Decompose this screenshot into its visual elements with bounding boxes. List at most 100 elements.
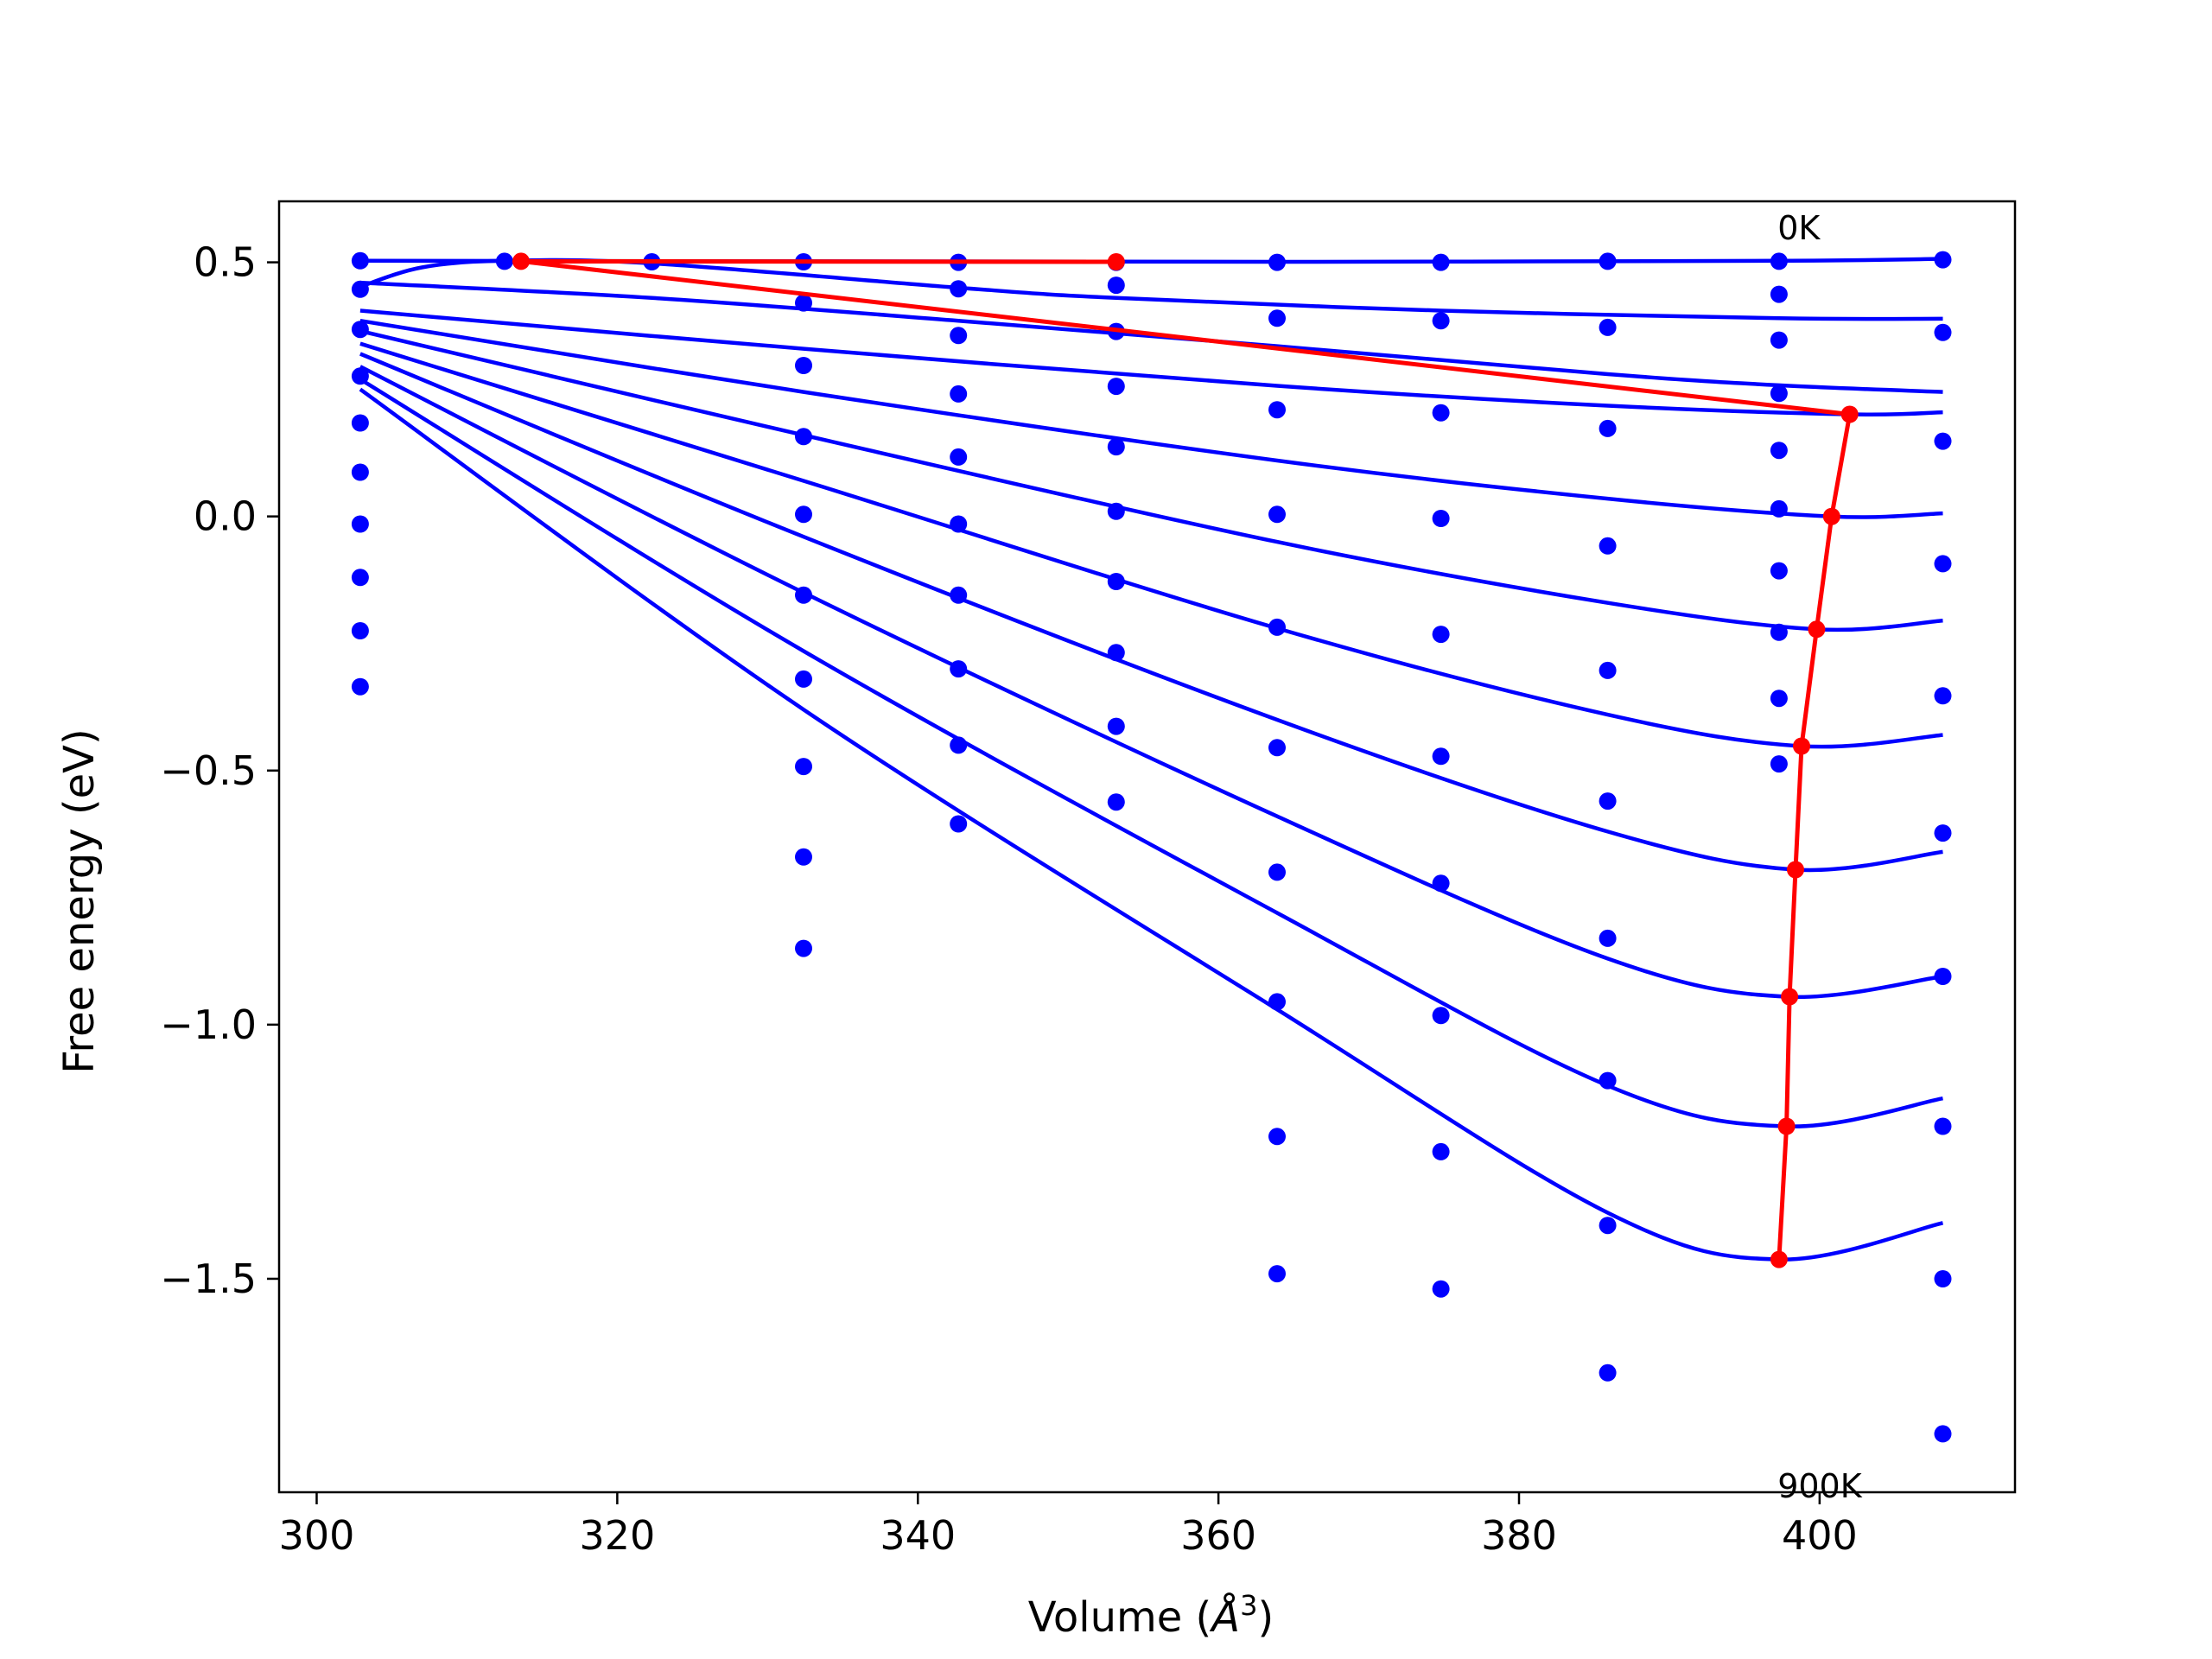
data-point-91 xyxy=(1934,1425,1952,1443)
data-point-18 xyxy=(795,670,812,688)
x-axis-label-unit: Å xyxy=(1209,1592,1240,1642)
data-point-19 xyxy=(795,758,812,776)
fit-curve-9 xyxy=(359,377,1943,1128)
data-point-15 xyxy=(795,428,812,446)
data-point-85 xyxy=(1934,555,1952,573)
x-axis-label-main: Volume ( xyxy=(1028,1593,1212,1642)
data-point-89 xyxy=(1934,1117,1952,1135)
data-point-90 xyxy=(1934,1270,1952,1287)
data-point-53 xyxy=(1432,312,1450,330)
data-point-60 xyxy=(1432,1142,1450,1160)
data-point-51 xyxy=(1268,1265,1286,1283)
data-point-70 xyxy=(1599,1217,1617,1235)
minimum-point-5 xyxy=(1793,737,1810,755)
data-point-40 xyxy=(1107,717,1125,735)
data-point-87 xyxy=(1934,824,1952,842)
x-axis-ticks: 300 320 340 360 380 400 xyxy=(279,1492,1858,1559)
data-point-49 xyxy=(1268,993,1286,1011)
data-point-2 xyxy=(351,321,369,339)
x-tick-label-1: 320 xyxy=(579,1512,655,1559)
data-point-72 xyxy=(1770,252,1788,270)
data-point-41 xyxy=(1107,793,1125,811)
data-point-36 xyxy=(1107,438,1125,456)
y-tick-label-2: −0.5 xyxy=(160,747,257,794)
data-point-42 xyxy=(1268,253,1286,271)
data-point-26 xyxy=(950,448,968,466)
data-point-83 xyxy=(1934,323,1952,341)
data-point-17 xyxy=(795,586,812,604)
minimum-point-9 xyxy=(1770,1250,1788,1268)
data-point-78 xyxy=(1770,562,1788,580)
data-point-76 xyxy=(1770,442,1788,460)
data-point-77 xyxy=(1770,499,1788,518)
data-point-47 xyxy=(1268,739,1286,757)
data-point-9 xyxy=(351,677,369,696)
minimum-point-1 xyxy=(512,252,530,270)
annotation-0: 0K xyxy=(1777,209,1821,247)
data-point-30 xyxy=(950,736,968,754)
data-point-57 xyxy=(1432,747,1450,766)
data-point-8 xyxy=(351,622,369,639)
y-axis-label: Free energy (eV) xyxy=(55,728,104,1073)
fit-curve-4 xyxy=(359,318,1943,519)
data-point-55 xyxy=(1432,510,1450,527)
data-point-43 xyxy=(1268,309,1286,327)
minimum-point-7 xyxy=(1781,988,1799,1006)
y-tick-label-3: −1.0 xyxy=(160,1001,257,1048)
data-point-35 xyxy=(1107,378,1125,396)
data-point-88 xyxy=(1934,968,1952,985)
fit-curve-6 xyxy=(359,341,1943,749)
data-point-25 xyxy=(950,385,968,403)
data-point-28 xyxy=(950,586,968,604)
fit-curve-8 xyxy=(359,365,1943,1000)
data-point-46 xyxy=(1268,618,1286,636)
data-point-50 xyxy=(1268,1128,1286,1146)
minimum-point-8 xyxy=(1777,1117,1796,1135)
data-point-52 xyxy=(1432,253,1450,271)
data-point-31 xyxy=(950,815,968,833)
data-point-5 xyxy=(351,463,369,481)
plot-frame xyxy=(277,200,2017,1494)
data-points xyxy=(351,251,1952,1443)
data-point-71 xyxy=(1599,1363,1617,1382)
data-point-54 xyxy=(1432,404,1450,422)
x-axis-label: Volume (Å3) xyxy=(1028,1589,1274,1642)
x-tick-label-5: 400 xyxy=(1782,1512,1858,1559)
y-tick-label-1: 0.0 xyxy=(194,493,257,540)
x-tick-label-4: 380 xyxy=(1481,1512,1557,1559)
minimum-point-4 xyxy=(1808,620,1826,639)
data-point-1 xyxy=(351,280,369,298)
minimum-point-6 xyxy=(1787,861,1804,879)
annotations: 0K 900K xyxy=(1777,209,1863,1505)
y-tick-label-0: 0.5 xyxy=(194,239,257,286)
minima-series xyxy=(512,252,1859,1268)
data-point-14 xyxy=(795,357,812,374)
data-point-74 xyxy=(1770,331,1788,349)
data-point-37 xyxy=(1107,502,1125,520)
minimum-point-3 xyxy=(1822,507,1840,525)
data-point-82 xyxy=(1934,251,1952,269)
data-point-67 xyxy=(1599,792,1617,810)
x-tick-label-2: 340 xyxy=(880,1512,956,1559)
data-point-4 xyxy=(351,414,369,432)
y-axis-ticks: 0.5 0.0 −0.5 −1.0 −1.5 xyxy=(160,239,279,1302)
data-point-81 xyxy=(1770,755,1788,773)
data-point-23 xyxy=(950,280,968,298)
data-point-68 xyxy=(1599,929,1617,947)
minima-line xyxy=(518,258,1853,1260)
minimum-point-2 xyxy=(1840,405,1859,423)
data-point-62 xyxy=(1599,252,1617,270)
annotation-1: 900K xyxy=(1777,1467,1863,1505)
data-point-44 xyxy=(1268,401,1286,419)
data-point-3 xyxy=(351,367,369,385)
data-point-63 xyxy=(1599,318,1617,336)
x-tick-label-3: 360 xyxy=(1180,1512,1256,1559)
data-point-27 xyxy=(950,515,968,533)
data-point-20 xyxy=(795,848,812,866)
data-point-33 xyxy=(1107,276,1125,295)
data-point-16 xyxy=(795,505,812,524)
data-point-48 xyxy=(1268,863,1286,881)
data-point-6 xyxy=(351,515,369,533)
